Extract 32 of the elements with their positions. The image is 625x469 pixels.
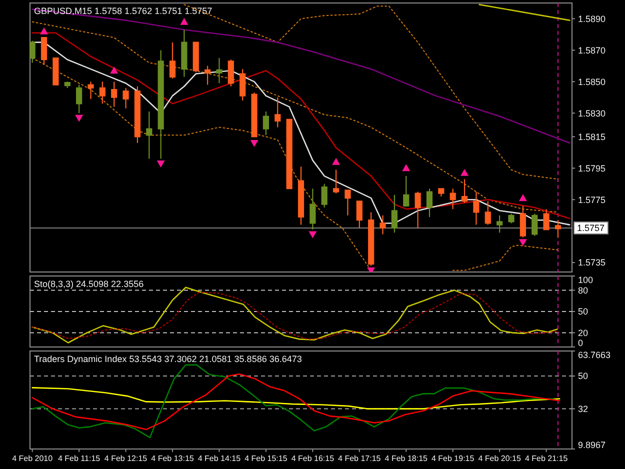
y-tick-label: 100: [578, 274, 594, 285]
chart-title: Sto(8,3,3) 24.5098 22.3556: [34, 279, 144, 289]
x-tick-label: 4 Feb 19:15: [432, 454, 475, 463]
x-tick-label: 4 Feb 14:15: [198, 454, 242, 463]
x-tick-label: 4 Feb 20:15: [478, 454, 522, 463]
x-tick-label: 4 Feb 12:15: [104, 454, 148, 463]
y-tick-label: 63.7663: [578, 350, 611, 360]
y-tick-label: 50: [578, 371, 588, 382]
y-tick-label: 1.5795: [578, 163, 606, 174]
x-tick-label: 4 Feb 11:15: [58, 454, 101, 463]
x-tick-label: 4 Feb 21:15: [524, 454, 568, 463]
y-tick-label: 1.5775: [578, 194, 606, 205]
y-tick-label: 32: [578, 404, 588, 414]
y-tick-label: 0: [578, 338, 584, 348]
ref-line-label: 1.5757: [577, 223, 605, 234]
x-tick-label: 4 Feb 17:15: [338, 454, 382, 463]
x-tick-label: 4 Feb 18:15: [384, 454, 428, 463]
y-tick-label: 1.5870: [578, 45, 606, 56]
y-tick-label: 1.5850: [578, 76, 606, 87]
x-tick-label: 4 Feb 15:15: [244, 454, 288, 463]
y-tick-label: 50: [578, 306, 588, 317]
y-tick-label: 1.5735: [578, 258, 606, 268]
y-tick-label: 1.5815: [578, 132, 606, 142]
x-tick-label: 4 Feb 16:15: [291, 454, 335, 463]
chart-title: Traders Dynamic Index 53.5543 37.3062 21.0581 35.8586 36.6473: [34, 354, 302, 364]
y-tick-label: 1.5830: [578, 108, 606, 118]
x-tick-label: 4 Feb 2010: [12, 454, 54, 463]
y-tick-label: 80: [578, 285, 588, 296]
y-tick-label: 1.5890: [578, 14, 606, 24]
y-tick-label: 20: [578, 328, 588, 338]
y-tick-label: 9.8967: [578, 440, 606, 450]
x-tick-label: 4 Feb 13:15: [151, 454, 194, 463]
